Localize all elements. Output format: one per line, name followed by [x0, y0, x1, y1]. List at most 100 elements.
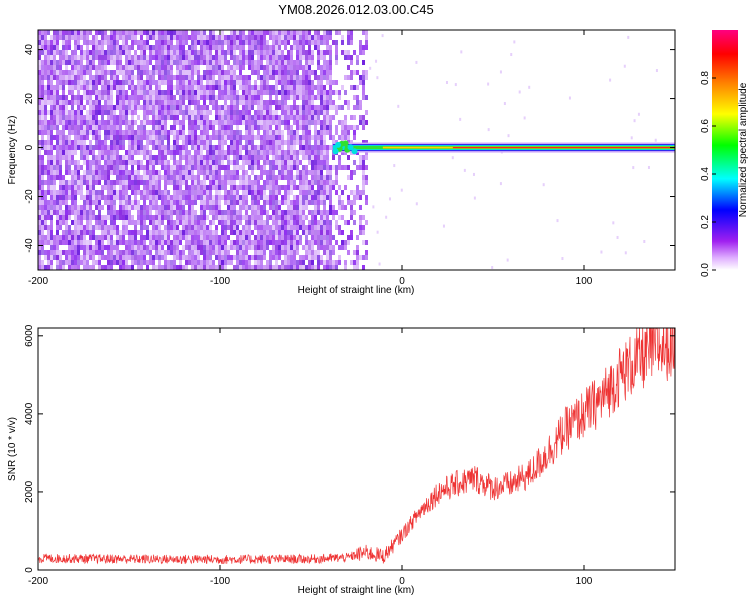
heatmap-cell [83, 40, 86, 45]
heatmap-cell [59, 95, 62, 100]
heatmap-cell [194, 40, 197, 45]
heatmap-cell [248, 105, 251, 110]
heatmap-cell [260, 135, 263, 140]
heatmap-cell [53, 180, 56, 185]
heatmap-cell [77, 185, 80, 190]
heatmap-cell [308, 225, 311, 230]
heatmap-cell [62, 200, 65, 205]
heatmap-cell [86, 30, 89, 35]
heatmap-cell [110, 130, 113, 135]
heatmap-cell [230, 120, 233, 125]
heatmap-cell [59, 180, 62, 185]
heatmap-cell [341, 135, 344, 140]
heatmap-cell [137, 260, 140, 265]
heatmap-cell [104, 130, 107, 135]
heatmap-cell [77, 180, 80, 185]
heatmap-cell [224, 85, 227, 90]
heatmap-cell [269, 105, 272, 110]
heatmap-cell [104, 80, 107, 85]
heatmap-cell [119, 50, 122, 55]
heatmap-cell [188, 260, 191, 265]
heatmap-cell [397, 104, 400, 108]
heatmap-cell [101, 115, 104, 120]
heatmap-cell [185, 185, 188, 190]
heatmap-cell [317, 30, 320, 35]
heatmap-cell [152, 145, 155, 150]
heatmap-cell [167, 65, 170, 70]
heatmap-cell [218, 135, 221, 140]
heatmap-cell [203, 95, 206, 100]
heatmap-cell [305, 135, 308, 140]
heatmap-cell [236, 60, 239, 65]
heatmap-cell [122, 190, 125, 195]
heatmap-cell [44, 250, 47, 255]
heatmap-cell [293, 90, 296, 95]
heatmap-cell [98, 105, 101, 110]
heatmap-cell [167, 130, 170, 135]
heatmap-cell [86, 135, 89, 140]
heatmap-cell [74, 100, 77, 105]
heatmap-cell [248, 220, 251, 225]
heatmap-cell [329, 115, 332, 120]
heatmap-cell [191, 40, 194, 45]
heatmap-cell [194, 250, 197, 255]
heatmap-cell [113, 60, 116, 65]
heatmap-cell [152, 105, 155, 110]
heatmap-cell [293, 80, 296, 85]
heatmap-cell [317, 60, 320, 65]
heatmap-cell [209, 30, 212, 35]
heatmap-cell [296, 40, 299, 45]
heatmap-cell [41, 90, 44, 95]
heatmap-cell [173, 180, 176, 185]
heatmap-cell [353, 130, 356, 135]
heatmap-cell [71, 90, 74, 95]
heatmap-cell [146, 115, 149, 120]
heatmap-cell [125, 55, 128, 60]
heatmap-cell [251, 140, 254, 145]
heatmap-cell [239, 205, 242, 210]
heatmap-cell [215, 175, 218, 180]
heatmap-cell [77, 100, 80, 105]
heatmap-cell [299, 210, 302, 215]
heatmap-cell [230, 80, 233, 85]
heatmap-cell [230, 200, 233, 205]
heatmap-cell [284, 230, 287, 235]
heatmap-cell [227, 255, 230, 260]
heatmap-cell [329, 210, 332, 215]
heatmap-cell [197, 240, 200, 245]
heatmap-cell [194, 30, 197, 35]
heatmap-cell [251, 115, 254, 120]
heatmap-cell [137, 205, 140, 210]
heatmap-cell [158, 85, 161, 90]
heatmap-cell [68, 90, 71, 95]
heatmap-cell [332, 260, 335, 265]
heatmap-cell [152, 75, 155, 80]
heatmap-cell [173, 100, 176, 105]
heatmap-cell [338, 135, 341, 140]
heatmap-cell [194, 80, 197, 85]
heatmap-cell [182, 145, 185, 150]
heatmap-cell [134, 145, 137, 150]
heatmap-cell [83, 170, 86, 175]
heatmap-cell [281, 70, 284, 75]
heatmap-cell [131, 60, 134, 65]
heatmap-cell [47, 60, 50, 65]
heatmap-cell [98, 180, 101, 185]
heatmap-cell [50, 150, 53, 155]
heatmap-cell [287, 50, 290, 55]
heatmap-cell [116, 145, 119, 150]
heatmap-cell [119, 155, 122, 160]
heatmap-cell [161, 30, 164, 35]
heatmap-cell [209, 265, 212, 270]
heatmap-cell [290, 215, 293, 220]
heatmap-cell [47, 210, 50, 215]
heatmap-cell [146, 165, 149, 170]
heatmap-cell [281, 200, 284, 205]
heatmap-cell [167, 75, 170, 80]
heatmap-cell [155, 80, 158, 85]
heatmap-cell [59, 255, 62, 260]
heatmap-cell [188, 170, 191, 175]
heatmap-cell [356, 235, 359, 240]
heatmap-cell [305, 150, 308, 155]
heatmap-cell [173, 250, 176, 255]
